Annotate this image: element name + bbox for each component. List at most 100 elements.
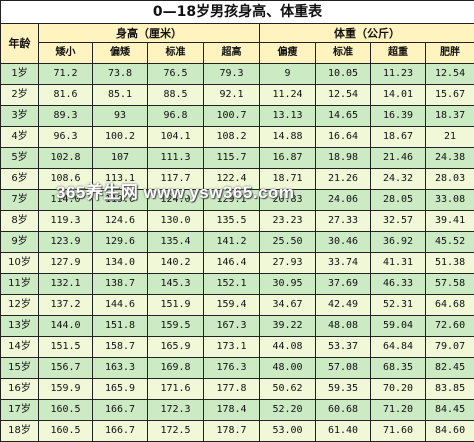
- weight-obese-cell: 28.03: [426, 169, 474, 190]
- height-short-cell: 159.9: [39, 379, 93, 400]
- weight-thin-cell: 27.93: [260, 253, 316, 274]
- height-below-cell: 73.8: [93, 64, 148, 85]
- age-cell: 16岁: [1, 379, 39, 400]
- height-below-cell: 158.7: [93, 337, 148, 358]
- height-short-cell: 102.8: [39, 148, 93, 169]
- height-short-cell: 151.5: [39, 337, 93, 358]
- age-cell: 4岁: [1, 127, 39, 148]
- height-short-cell: 81.6: [39, 85, 93, 106]
- weight-thin-cell: 18.71: [260, 169, 316, 190]
- weight-thin-cell: 30.95: [260, 274, 316, 295]
- weight-obese-cell: 21: [426, 127, 474, 148]
- weight-standard-cell: 21.26: [316, 169, 371, 190]
- height-short-cell: 156.7: [39, 358, 93, 379]
- weight-group-header: 体重（公斤）: [260, 24, 474, 43]
- age-cell: 12岁: [1, 295, 39, 316]
- weight-obese-cell: 15.67: [426, 85, 474, 106]
- weight-obese-cell: 83.85: [426, 379, 474, 400]
- age-cell: 5岁: [1, 148, 39, 169]
- weight-over-cell: 36.92: [371, 232, 426, 253]
- weight-standard-cell: 48.08: [316, 316, 371, 337]
- height-below-cell: 107: [93, 148, 148, 169]
- weight-col-obese: 肥胖: [426, 43, 474, 64]
- weight-standard-cell: 37.69: [316, 274, 371, 295]
- weight-over-cell: 16.39: [371, 106, 426, 127]
- height-short-cell: 114.0: [39, 190, 93, 211]
- height-below-cell: 85.1: [93, 85, 148, 106]
- height-col-standard: 标准: [148, 43, 204, 64]
- height-col-tall: 超高: [204, 43, 260, 64]
- weight-over-cell: 70.20: [371, 379, 426, 400]
- height-short-cell: 160.5: [39, 400, 93, 421]
- age-cell: 1岁: [1, 64, 39, 85]
- weight-standard-cell: 14.65: [316, 106, 371, 127]
- height-below-cell: 166.7: [93, 400, 148, 421]
- weight-thin-cell: 20.83: [260, 190, 316, 211]
- height-short-cell: 127.9: [39, 253, 93, 274]
- height-tall-cell: 176.3: [204, 358, 260, 379]
- weight-over-cell: 52.31: [371, 295, 426, 316]
- weight-standard-cell: 60.68: [316, 400, 371, 421]
- age-cell: 2岁: [1, 85, 39, 106]
- height-short-cell: 108.6: [39, 169, 93, 190]
- age-cell: 8岁: [1, 211, 39, 232]
- weight-over-cell: 11.23: [371, 64, 426, 85]
- weight-obese-cell: 39.41: [426, 211, 474, 232]
- weight-over-cell: 59.04: [371, 316, 426, 337]
- height-standard-cell: 169.8: [148, 358, 204, 379]
- weight-over-cell: 46.33: [371, 274, 426, 295]
- weight-over-cell: 32.57: [371, 211, 426, 232]
- height-col-short: 矮小: [39, 43, 93, 64]
- height-group-header: 身高（厘米）: [39, 24, 260, 43]
- height-short-cell: 96.3: [39, 127, 93, 148]
- height-tall-cell: 79.3: [204, 64, 260, 85]
- height-standard-cell: 145.3: [148, 274, 204, 295]
- height-tall-cell: 178.4: [204, 400, 260, 421]
- weight-over-cell: 28.05: [371, 190, 426, 211]
- height-tall-cell: 108.2: [204, 127, 260, 148]
- height-standard-cell: 130.0: [148, 211, 204, 232]
- weight-col-over: 超重: [371, 43, 426, 64]
- height-tall-cell: 141.2: [204, 232, 260, 253]
- height-below-cell: 151.8: [93, 316, 148, 337]
- height-tall-cell: 146.4: [204, 253, 260, 274]
- height-short-cell: 71.2: [39, 64, 93, 85]
- weight-thin-cell: 13.13: [260, 106, 316, 127]
- weight-over-cell: 18.67: [371, 127, 426, 148]
- height-standard-cell: 111.3: [148, 148, 204, 169]
- weight-obese-cell: 64.68: [426, 295, 474, 316]
- weight-standard-cell: 24.06: [316, 190, 371, 211]
- height-tall-cell: 178.7: [204, 421, 260, 442]
- height-short-cell: 132.1: [39, 274, 93, 295]
- height-standard-cell: 117.7: [148, 169, 204, 190]
- weight-obese-cell: 12.54: [426, 64, 474, 85]
- height-short-cell: 123.9: [39, 232, 93, 253]
- height-tall-cell: 122.4: [204, 169, 260, 190]
- weight-over-cell: 64.84: [371, 337, 426, 358]
- weight-over-cell: 71.60: [371, 421, 426, 442]
- age-cell: 13岁: [1, 316, 39, 337]
- height-short-cell: 144.0: [39, 316, 93, 337]
- height-short-cell: 89.3: [39, 106, 93, 127]
- weight-standard-cell: 59.35: [316, 379, 371, 400]
- height-tall-cell: 100.7: [204, 106, 260, 127]
- weight-thin-cell: 48.00: [260, 358, 316, 379]
- weight-thin-cell: 14.88: [260, 127, 316, 148]
- age-column-header: 年龄: [1, 24, 39, 64]
- weight-col-standard: 标准: [316, 43, 371, 64]
- height-tall-cell: 159.4: [204, 295, 260, 316]
- height-tall-cell: 177.8: [204, 379, 260, 400]
- height-standard-cell: 172.5: [148, 421, 204, 442]
- height-tall-cell: 115.7: [204, 148, 260, 169]
- weight-standard-cell: 12.54: [316, 85, 371, 106]
- weight-obese-cell: 82.45: [426, 358, 474, 379]
- weight-over-cell: 41.31: [371, 253, 426, 274]
